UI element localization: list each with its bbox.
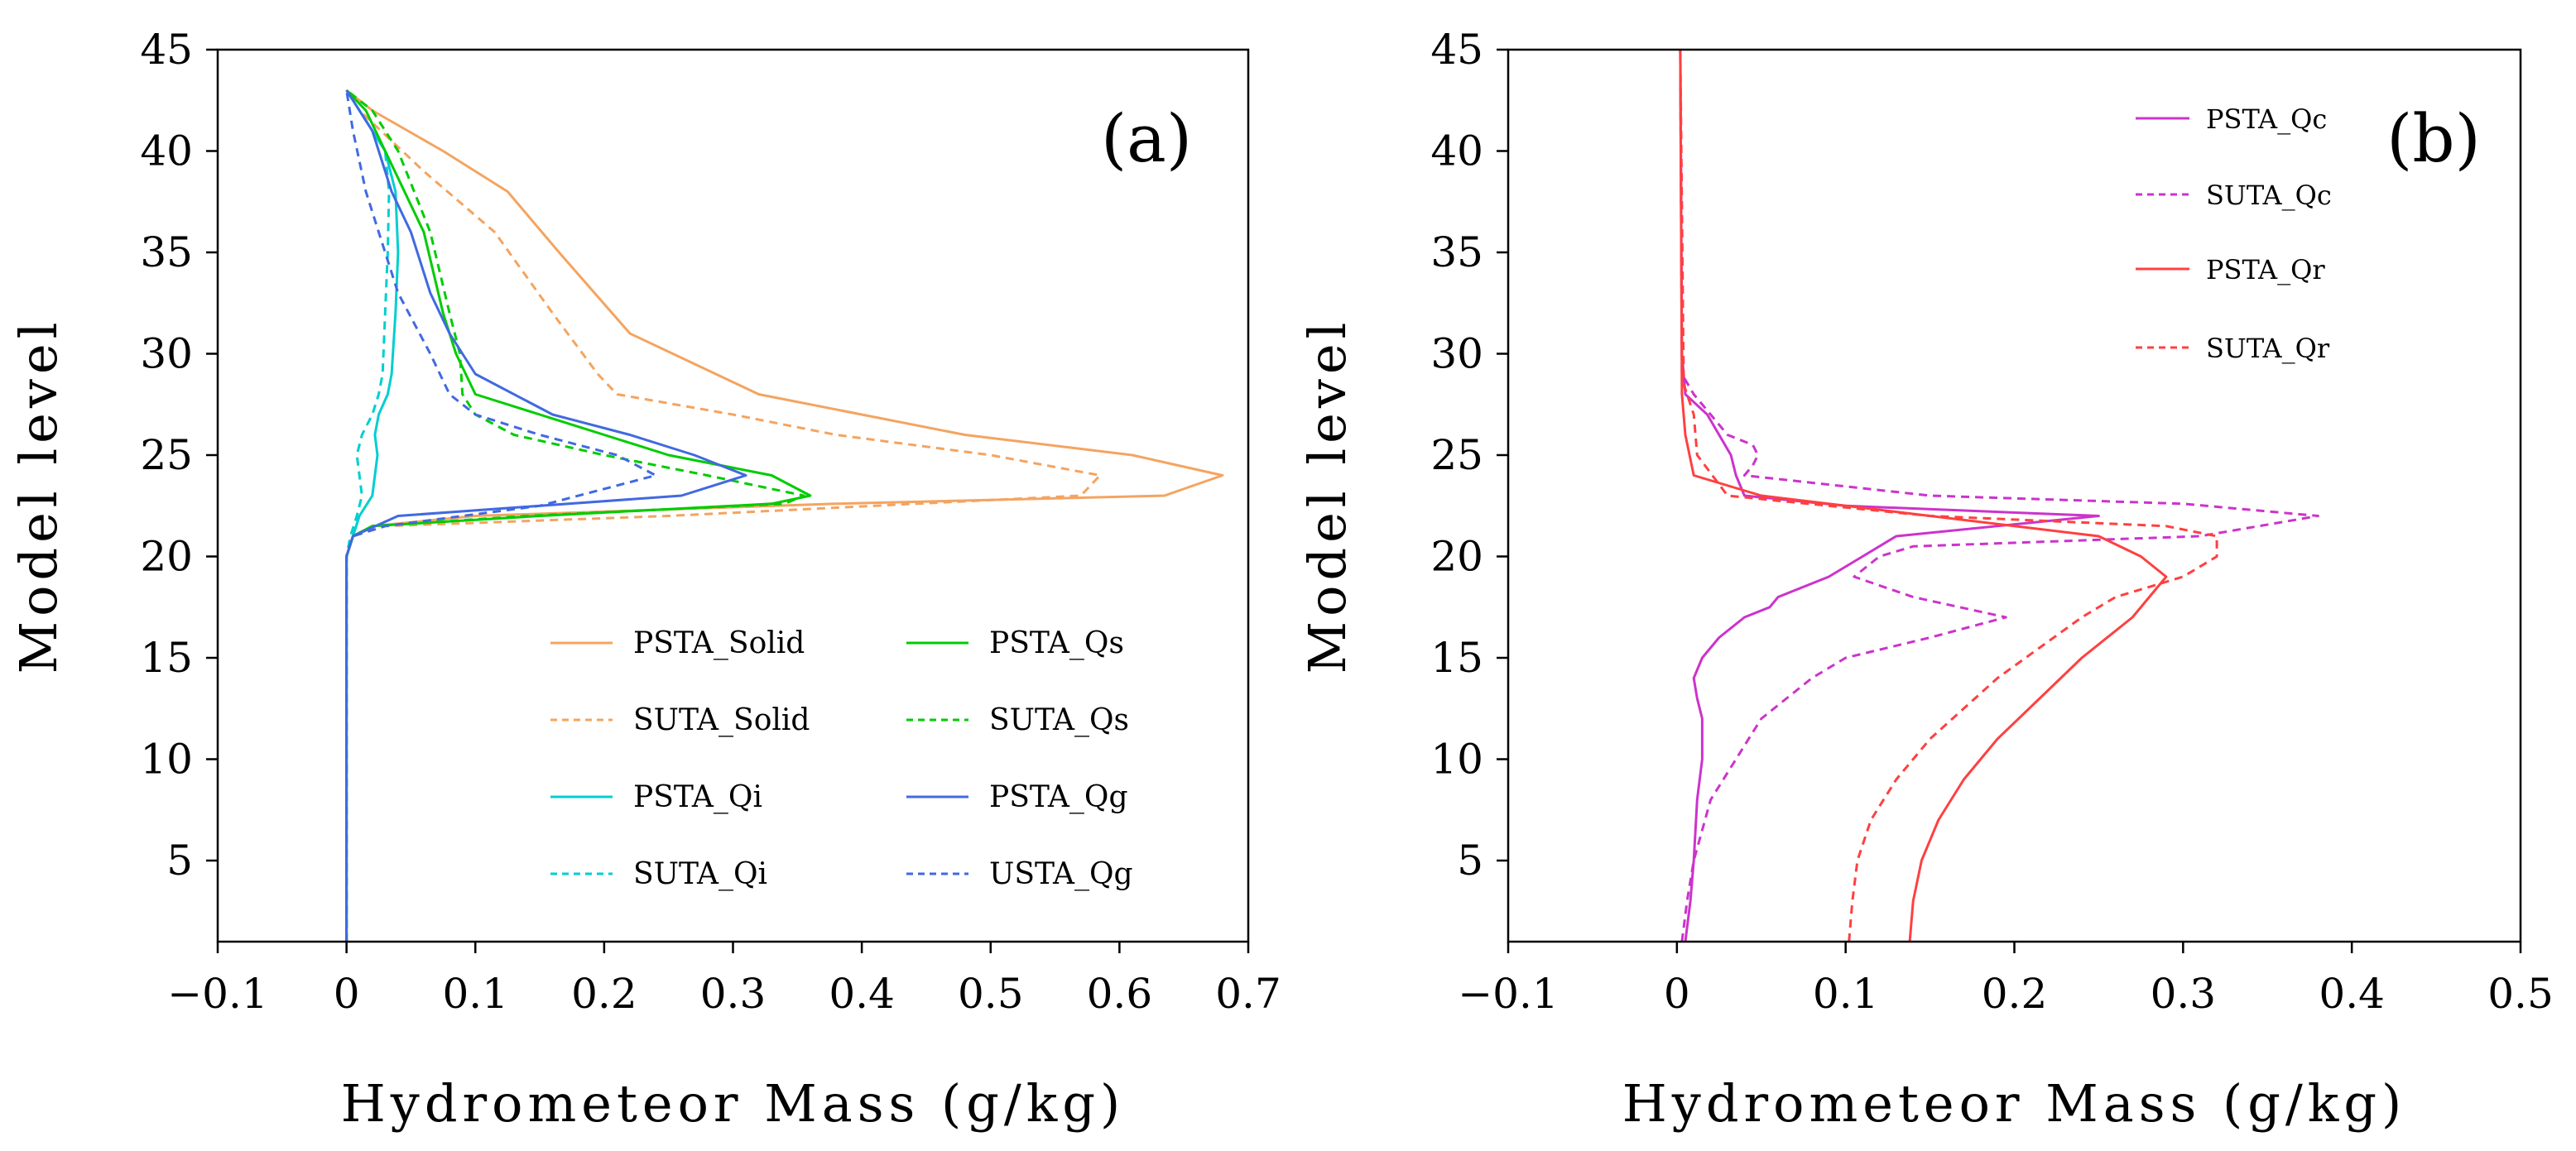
series-line-suta-qc — [1679, 49, 2319, 942]
panel-b-x-tick-label: 0.2 — [1982, 970, 2048, 1018]
panel-b-y-axis-title: Model level — [1297, 318, 1358, 674]
panel-b-x-axis-title: Hydrometeor Mass (g/kg) — [1622, 1073, 2407, 1134]
legend-label-psta-solid: PSTA_Solid — [633, 626, 805, 660]
panel-b-y-tick-label: 10 — [1430, 736, 1483, 784]
panel-b-y-tick-label: 40 — [1430, 127, 1483, 175]
panel-a-y-axis-title: Model level — [8, 318, 69, 674]
legend-label-suta-qc: SUTA_Qc — [2206, 180, 2332, 211]
series-line-psta-qg — [345, 89, 747, 942]
panel-a-y-tick-label: 15 — [140, 634, 193, 682]
panel-a-y-tick-label: 35 — [140, 228, 193, 276]
panel-a-chart: −0.1 0 0.1 0.2 0.3 0.4 0.5 0.6 0.7 5 10 15 20 25 30 35 4… — [8, 26, 1281, 1134]
panel-a-label: (a) — [1101, 100, 1192, 177]
legend-label-psta-qc: PSTA_Qc — [2206, 103, 2327, 135]
panel-b-y-tick-label: 45 — [1430, 26, 1483, 74]
panel-b-y-tick-label: 5 — [1457, 837, 1483, 885]
legend-label-psta-qr: PSTA_Qr — [2206, 254, 2325, 285]
panel-a-x-tick-label: −0.1 — [167, 970, 267, 1018]
legend-label-suta-qr: SUTA_Qr — [2206, 333, 2330, 364]
panel-b-x-tick-label: 0.3 — [2151, 970, 2217, 1018]
series-line-suta-qr — [1679, 49, 2218, 942]
panel-a-x-tick-label: 0 — [334, 970, 360, 1018]
panel-b-plot-area — [1679, 49, 2319, 942]
series-line-psta-qi — [345, 89, 400, 942]
series-line-usta-qg — [345, 89, 657, 942]
panel-a-y-tick-label: 20 — [140, 533, 193, 581]
panel-a-legend: PSTA_Solid SUTA_Solid PSTA_Qi SUTA_Qi PSTA_Q… — [550, 626, 1133, 891]
panel-b-x-tick-label: −0.1 — [1458, 970, 1558, 1018]
panel-b-y-tick-label: 25 — [1430, 431, 1483, 479]
panel-a-ticks: −0.1 0 0.1 0.2 0.3 0.4 0.5 0.6 0.7 5 10 15 20 25 30 35 4… — [140, 26, 1281, 1018]
panel-b-x-tick-label: 0.5 — [2487, 970, 2554, 1018]
panel-b-y-tick-label: 15 — [1430, 634, 1483, 682]
legend-label-psta-qi: PSTA_Qi — [633, 780, 762, 814]
panel-b-label: (b) — [2386, 100, 2481, 177]
panel-a-frame — [216, 48, 1250, 943]
panel-b-y-tick-label: 20 — [1430, 533, 1483, 581]
panel-a-y-tick-label: 40 — [140, 127, 193, 175]
panel-a-y-tick-label: 45 — [140, 26, 193, 74]
panel-a-x-tick-label: 0.7 — [1215, 970, 1281, 1018]
panel-a-plot-area — [345, 89, 1224, 942]
legend-label-psta-qg: PSTA_Qg — [989, 780, 1127, 814]
panel-b-y-tick-label: 35 — [1430, 228, 1483, 276]
panel-b-legend: PSTA_Qc SUTA_Qc PSTA_Qr SUTA_Qr — [2136, 103, 2332, 364]
panel-a-x-tick-label: 0.1 — [442, 970, 508, 1018]
legend-label-suta-solid: SUTA_Solid — [633, 703, 810, 737]
panel-b-y-tick-label: 30 — [1430, 330, 1483, 378]
legend-label-suta-qi: SUTA_Qi — [633, 857, 767, 891]
panel-a-x-tick-label: 0.5 — [958, 970, 1024, 1018]
legend-label-usta-qg: USTA_Qg — [989, 857, 1133, 891]
panel-b-x-tick-label: 0 — [1664, 970, 1690, 1018]
legend-label-suta-qs: SUTA_Qs — [989, 703, 1129, 737]
series-line-psta-qc — [1679, 49, 2100, 942]
panel-a-y-tick-label: 30 — [140, 330, 193, 378]
panel-b-x-tick-label: 0.4 — [2319, 970, 2385, 1018]
panel-a-x-tick-label: 0.6 — [1087, 970, 1153, 1018]
panel-a-x-tick-label: 0.2 — [571, 970, 637, 1018]
panel-b-x-tick-label: 0.1 — [1813, 970, 1879, 1018]
panel-a-x-tick-label: 0.4 — [829, 970, 895, 1018]
legend-label-psta-qs: PSTA_Qs — [989, 626, 1124, 660]
series-line-psta-qr — [1679, 49, 2168, 942]
panel-b-frame — [1507, 48, 2522, 943]
panel-a-y-tick-label: 25 — [140, 431, 193, 479]
panel-a-x-tick-label: 0.3 — [700, 970, 767, 1018]
panel-b-chart: −0.1 0 0.1 0.2 0.3 0.4 0.5 5 10 15 20 25 30 35 40 45 (b… — [1297, 26, 2554, 1134]
panel-a-y-tick-label: 10 — [140, 736, 193, 784]
series-line-suta-qi — [345, 89, 391, 942]
panel-a-x-axis-title: Hydrometeor Mass (g/kg) — [341, 1073, 1126, 1134]
panel-b-ticks: −0.1 0 0.1 0.2 0.3 0.4 0.5 5 10 15 20 25 30 35 40 45 — [1430, 26, 2553, 1018]
panel-a-y-tick-label: 5 — [166, 837, 193, 885]
